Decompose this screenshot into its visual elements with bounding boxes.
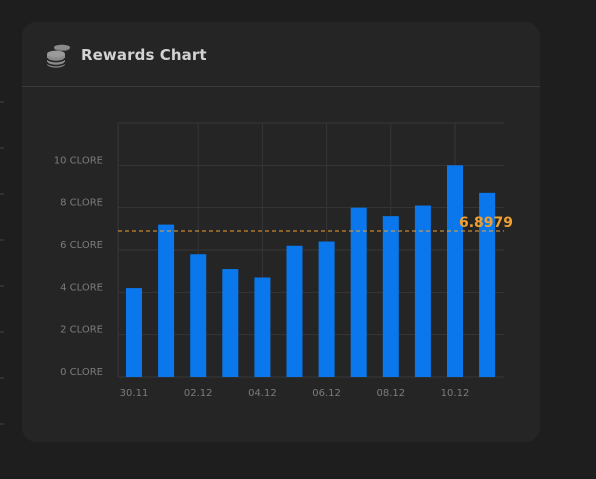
bar-05.12 — [286, 245, 303, 377]
x-tick-label: 06.12 — [312, 388, 341, 399]
y-tick-label: 4 CLORE — [60, 282, 103, 293]
x-tick-label: 08.12 — [376, 388, 405, 399]
y-tick-label: 2 CLORE — [60, 325, 103, 336]
bar-09.12 — [414, 205, 431, 377]
x-tick-label: 04.12 — [248, 388, 277, 399]
y-tick-label: 0 CLORE — [60, 367, 103, 378]
chart-bars — [126, 165, 496, 377]
x-axis-ticks: 30.11 02.12 04.12 06.12 08.12 10.12 — [120, 388, 470, 399]
bar-07.12 — [350, 207, 367, 377]
y-tick-label: 10 CLORE — [54, 155, 103, 166]
bar-03.12 — [222, 269, 239, 377]
bar-06.12 — [318, 241, 335, 377]
x-tick-label: 30.11 — [120, 388, 149, 399]
bar-01.12 — [158, 224, 175, 377]
x-tick-label: 10.12 — [441, 388, 470, 399]
y-axis-ticks: 0 CLORE 2 CLORE 4 CLORE 6 CLORE 8 CLORE 10 CL… — [54, 155, 103, 378]
bar-11.12 — [479, 192, 496, 377]
bar-08.12 — [382, 216, 399, 377]
reference-line-label: 6.8979 — [459, 215, 513, 231]
card-title: Rewards Chart — [81, 46, 207, 64]
bar-10.12 — [447, 165, 463, 377]
bar-30.11 — [126, 288, 142, 377]
bar-04.12 — [254, 277, 271, 377]
bar-02.12 — [190, 254, 207, 377]
y-tick-label: 8 CLORE — [60, 198, 103, 209]
x-tick-label: 02.12 — [184, 388, 213, 399]
chart-grid — [117, 122, 504, 378]
coins-icon — [46, 44, 70, 68]
reference-line-group: 6.8979 — [118, 215, 513, 232]
card-header: Rewards Chart — [22, 22, 540, 87]
side-ruler — [0, 101, 4, 425]
y-tick-label: 6 CLORE — [60, 240, 103, 251]
